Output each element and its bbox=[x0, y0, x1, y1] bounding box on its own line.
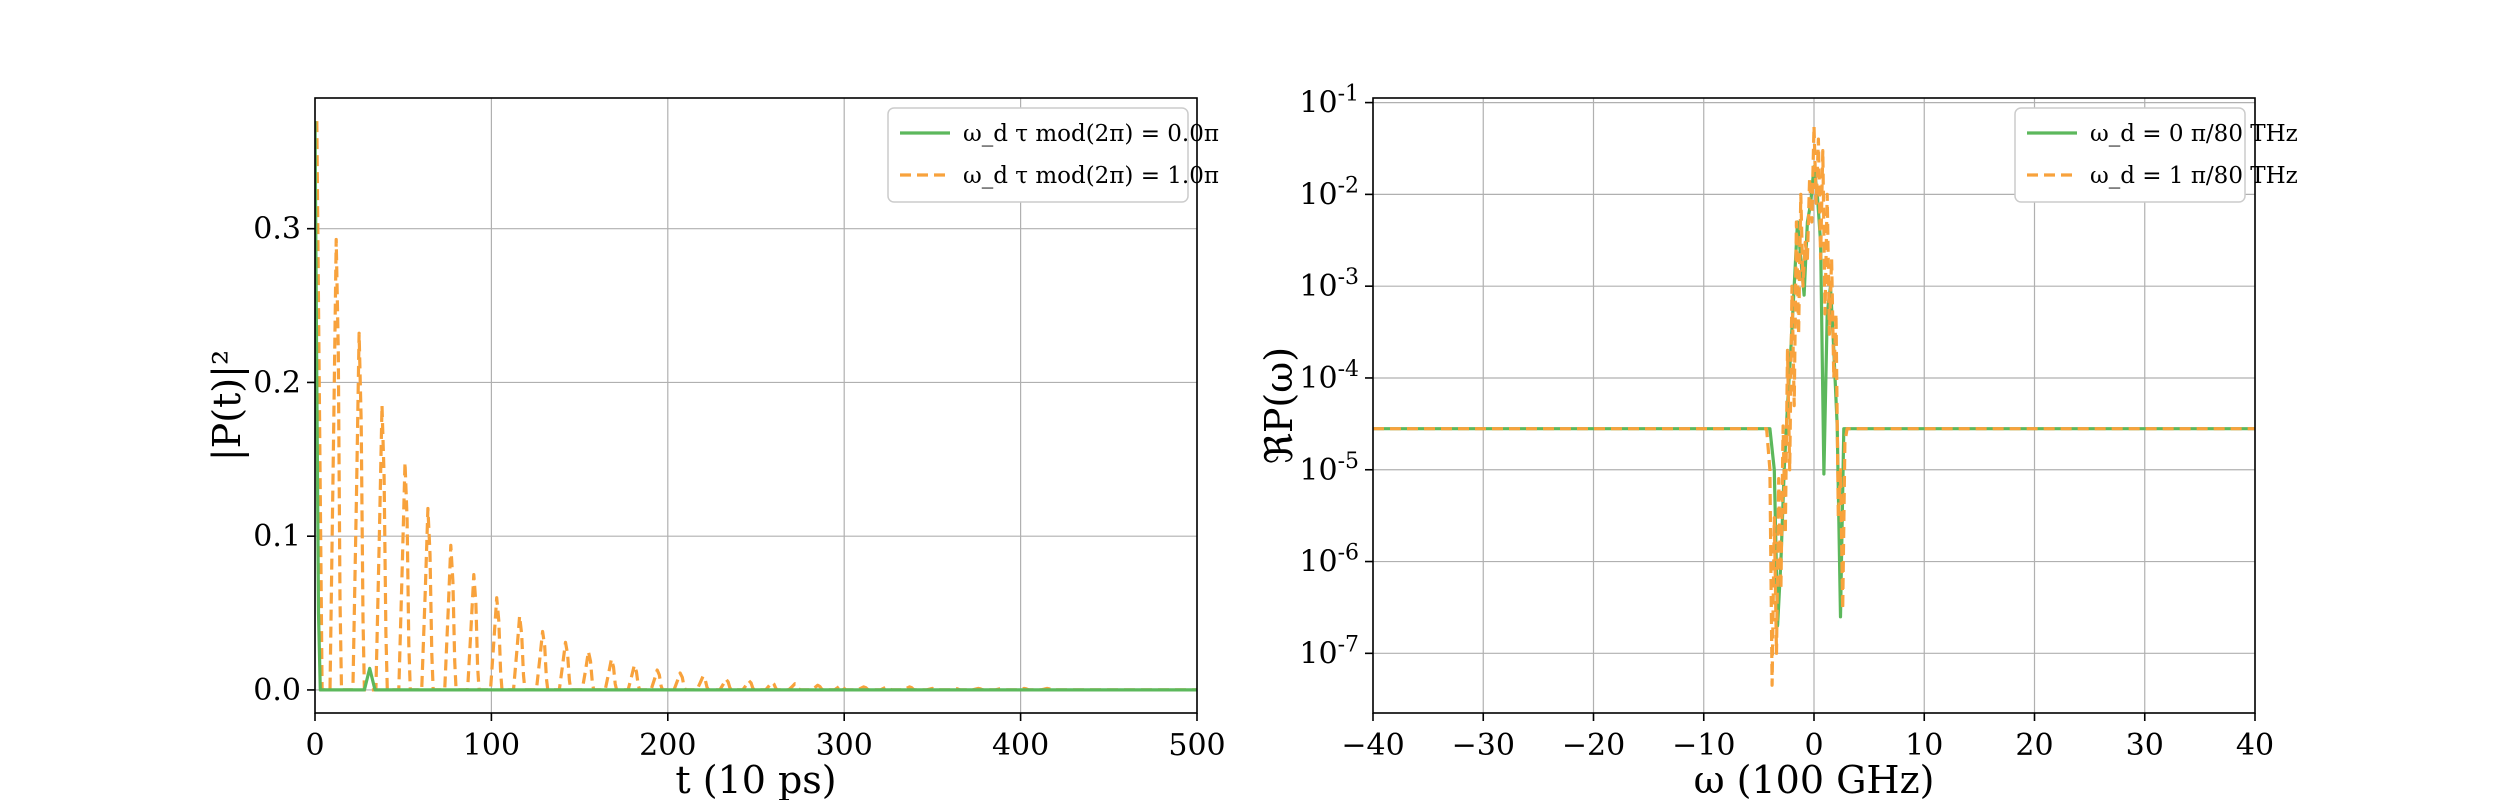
x-tick-label: −10 bbox=[1672, 728, 1735, 763]
series-line-1 bbox=[1373, 124, 2255, 687]
y-tick-label: 10-5 bbox=[1299, 449, 1359, 488]
right-chart: −40 −30 −20 −10 0 10 20 30 40 10-7 10-6 10-5 10-4 10-… bbox=[1257, 82, 2298, 800]
plot-area bbox=[315, 121, 1197, 692]
legend: ω_d = 0 π/80 THz ω_d = 1 π/80 THz bbox=[2014, 107, 2298, 203]
legend: ω_d τ mod(2π) = 0.0π ω_d τ mod(2π) = 1.0π bbox=[887, 107, 1219, 203]
y-tick-label: 10-4 bbox=[1299, 357, 1359, 396]
y-axis-label: |P(t)|² bbox=[205, 350, 249, 461]
x-tick-label: 0 bbox=[1804, 728, 1823, 763]
x-tick-label: 30 bbox=[2126, 728, 2164, 763]
x-tick-label: 10 bbox=[1905, 728, 1943, 763]
y-tick-label: 0.0 bbox=[253, 673, 301, 708]
x-axis-label: ω (100 GHz) bbox=[1694, 758, 1935, 800]
x-axis-label: t (10 ps) bbox=[675, 758, 836, 800]
plot-frame bbox=[314, 97, 1198, 714]
plot-area bbox=[1373, 124, 2255, 687]
x-tick-label: 0 bbox=[305, 728, 324, 763]
series-line-0 bbox=[315, 121, 1197, 692]
y-tick-label: 10-1 bbox=[1299, 82, 1359, 121]
left-chart: 0 100 200 300 400 500 0.0 0.1 0.2 0.3 t (10 ps) |P(… bbox=[205, 97, 1226, 800]
x-tick-label: −20 bbox=[1562, 728, 1625, 763]
legend-label-0: ω_d τ mod(2π) = 0.0π bbox=[963, 121, 1219, 147]
x-tick-label: 40 bbox=[2236, 728, 2274, 763]
y-tick-label: 10-2 bbox=[1299, 173, 1359, 212]
x-tick-label: 300 bbox=[816, 728, 873, 763]
x-tick-label: 20 bbox=[2015, 728, 2053, 763]
y-tick-label: 10-6 bbox=[1299, 541, 1359, 580]
y-axis-label: ℜP(ω) bbox=[1257, 347, 1301, 464]
y-tick-label: 10-7 bbox=[1299, 632, 1359, 671]
x-tick-label: 400 bbox=[992, 728, 1049, 763]
y-tick-label: 0.1 bbox=[253, 519, 301, 554]
legend-label-1: ω_d = 1 π/80 THz bbox=[2090, 163, 2298, 189]
series-line-1 bbox=[315, 121, 1197, 692]
x-tick-label: 200 bbox=[639, 728, 696, 763]
legend-box bbox=[887, 107, 1189, 203]
y-tick-label: 10-3 bbox=[1299, 265, 1359, 304]
x-tick-label: 100 bbox=[463, 728, 520, 763]
y-tick-label: 0.2 bbox=[253, 365, 301, 400]
legend-label-0: ω_d = 0 π/80 THz bbox=[2090, 121, 2298, 147]
y-tick-label: 0.3 bbox=[253, 212, 301, 247]
legend-label-1: ω_d τ mod(2π) = 1.0π bbox=[963, 163, 1219, 189]
x-tick-label: −30 bbox=[1452, 728, 1515, 763]
x-tick-label: 500 bbox=[1168, 728, 1225, 763]
x-tick-label: −40 bbox=[1341, 728, 1404, 763]
